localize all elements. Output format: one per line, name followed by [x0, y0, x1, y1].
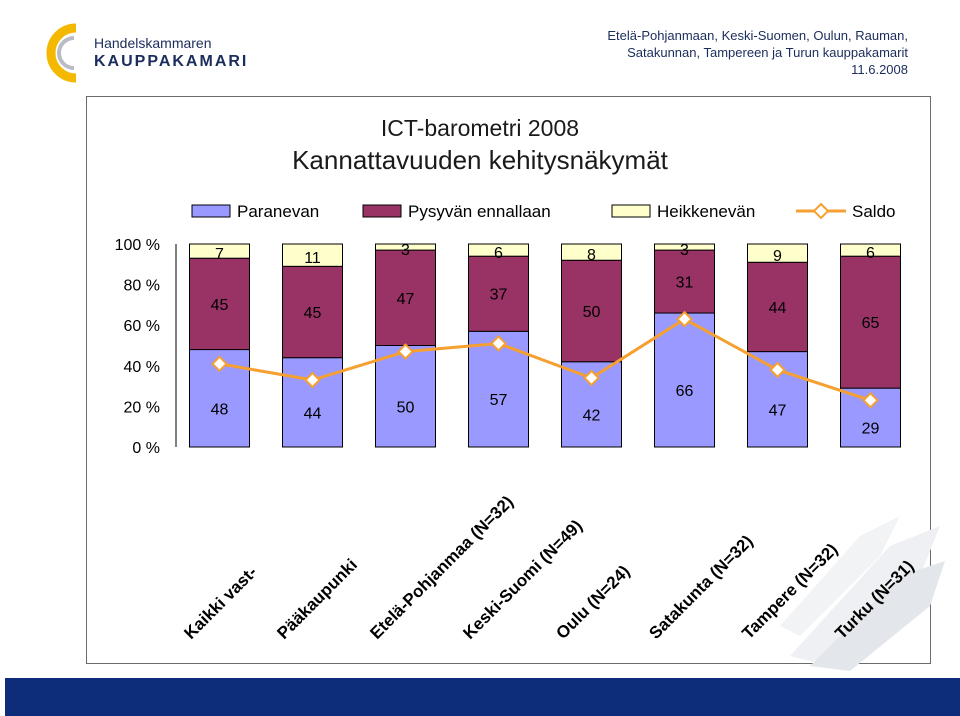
y-tick-label: 80 %	[124, 278, 160, 295]
legend-saldo-marker	[812, 202, 830, 220]
x-category-label: Kaikki vast-	[180, 563, 260, 643]
data-label: 47	[769, 402, 787, 419]
data-label: 45	[211, 297, 229, 314]
footer-bar	[5, 678, 960, 716]
chart-title: ICT-barometri 2008	[380, 115, 580, 141]
x-category-label: Turku (N=31)	[831, 556, 917, 642]
saldo-marker	[304, 371, 321, 389]
x-category-label: Satakunta (N=32)	[645, 532, 756, 643]
data-label: 29	[862, 421, 880, 438]
data-label: 8	[587, 247, 596, 264]
data-label: 48	[211, 401, 229, 418]
legend-swatch	[362, 204, 402, 218]
bar-segment	[468, 255, 529, 332]
y-tick-label: 0 %	[132, 440, 160, 457]
bar-segment	[654, 243, 715, 251]
data-label: 44	[769, 300, 787, 317]
bar-segment	[375, 345, 436, 448]
saldo-marker	[862, 391, 879, 409]
bar-segment	[561, 259, 622, 363]
bar-segment	[561, 243, 622, 261]
y-tick-label: 20 %	[124, 399, 160, 416]
saldo-marker	[211, 355, 228, 373]
bar-segment	[282, 357, 343, 448]
saldo-marker	[490, 335, 507, 352]
x-category-label: Tampere (N=32)	[738, 540, 841, 643]
legend-label: Heikkenevän	[657, 202, 755, 221]
x-category-label: Oulu (N=24)	[552, 562, 633, 643]
bar-segment	[282, 243, 343, 267]
data-label: 66	[676, 383, 694, 400]
data-label: 6	[866, 245, 875, 262]
bar-segment	[468, 243, 529, 257]
bar-segment	[840, 255, 901, 389]
saldo-marker	[769, 361, 786, 379]
decorative-wing-graphic	[780, 516, 945, 671]
y-tick-label: 60 %	[124, 318, 160, 335]
saldo-marker	[397, 343, 414, 361]
data-label: 31	[676, 275, 694, 292]
saldo-marker	[676, 310, 693, 328]
bar-segment	[654, 312, 715, 448]
logo-line1: Handelskammaren	[94, 35, 212, 51]
data-label: 44	[304, 405, 322, 422]
data-label: 3	[680, 242, 689, 259]
data-label: 42	[583, 407, 601, 424]
header-line2: Satakunnan, Tampereen ja Turun kauppakam…	[627, 45, 908, 60]
bar-segment	[189, 257, 250, 351]
bar-segment	[282, 265, 343, 359]
saldo-marker	[583, 369, 600, 387]
x-category-label: Pääkaupunki	[273, 555, 361, 643]
bar-segment	[747, 243, 808, 263]
y-tick-label: 100 %	[115, 237, 160, 254]
data-label: 57	[490, 392, 508, 409]
bar-segment	[375, 249, 436, 346]
y-tick-label: 40 %	[124, 359, 160, 376]
data-label: 3	[401, 242, 410, 259]
data-label: 65	[862, 315, 880, 332]
data-label: 9	[773, 248, 782, 265]
logo-line2: KAUPPAKAMARI	[94, 53, 248, 70]
header-info: Etelä-Pohjanmaan, Keski-Suomen, Oulun, R…	[607, 27, 908, 78]
bar-segment	[375, 243, 436, 251]
legend-label: Saldo	[852, 202, 895, 221]
chart-subtitle: Kannattavuuden kehitysnäkymät	[292, 145, 668, 175]
legend-swatch	[191, 204, 231, 218]
legend-label: Pysyvän ennallaan	[408, 202, 551, 221]
legend-label: Paranevan	[237, 202, 319, 221]
kauppakamari-logo: Handelskammaren KAUPPAKAMARI	[46, 23, 248, 83]
data-label: 50	[583, 304, 601, 321]
data-label: 50	[397, 399, 415, 416]
data-label: 11	[304, 250, 321, 267]
bar-segment	[747, 261, 808, 353]
header-date: 11.6.2008	[851, 62, 908, 77]
data-label: 45	[304, 305, 322, 322]
data-label: 37	[490, 287, 508, 304]
data-label: 7	[215, 246, 224, 263]
legend-swatch	[611, 204, 651, 218]
bar-segment	[840, 243, 901, 257]
bar-segment	[189, 243, 250, 259]
saldo-line	[219, 317, 871, 402]
data-label: 47	[397, 291, 415, 308]
data-label: 6	[494, 245, 503, 262]
header-line1: Etelä-Pohjanmaan, Keski-Suomen, Oulun, R…	[607, 28, 908, 43]
